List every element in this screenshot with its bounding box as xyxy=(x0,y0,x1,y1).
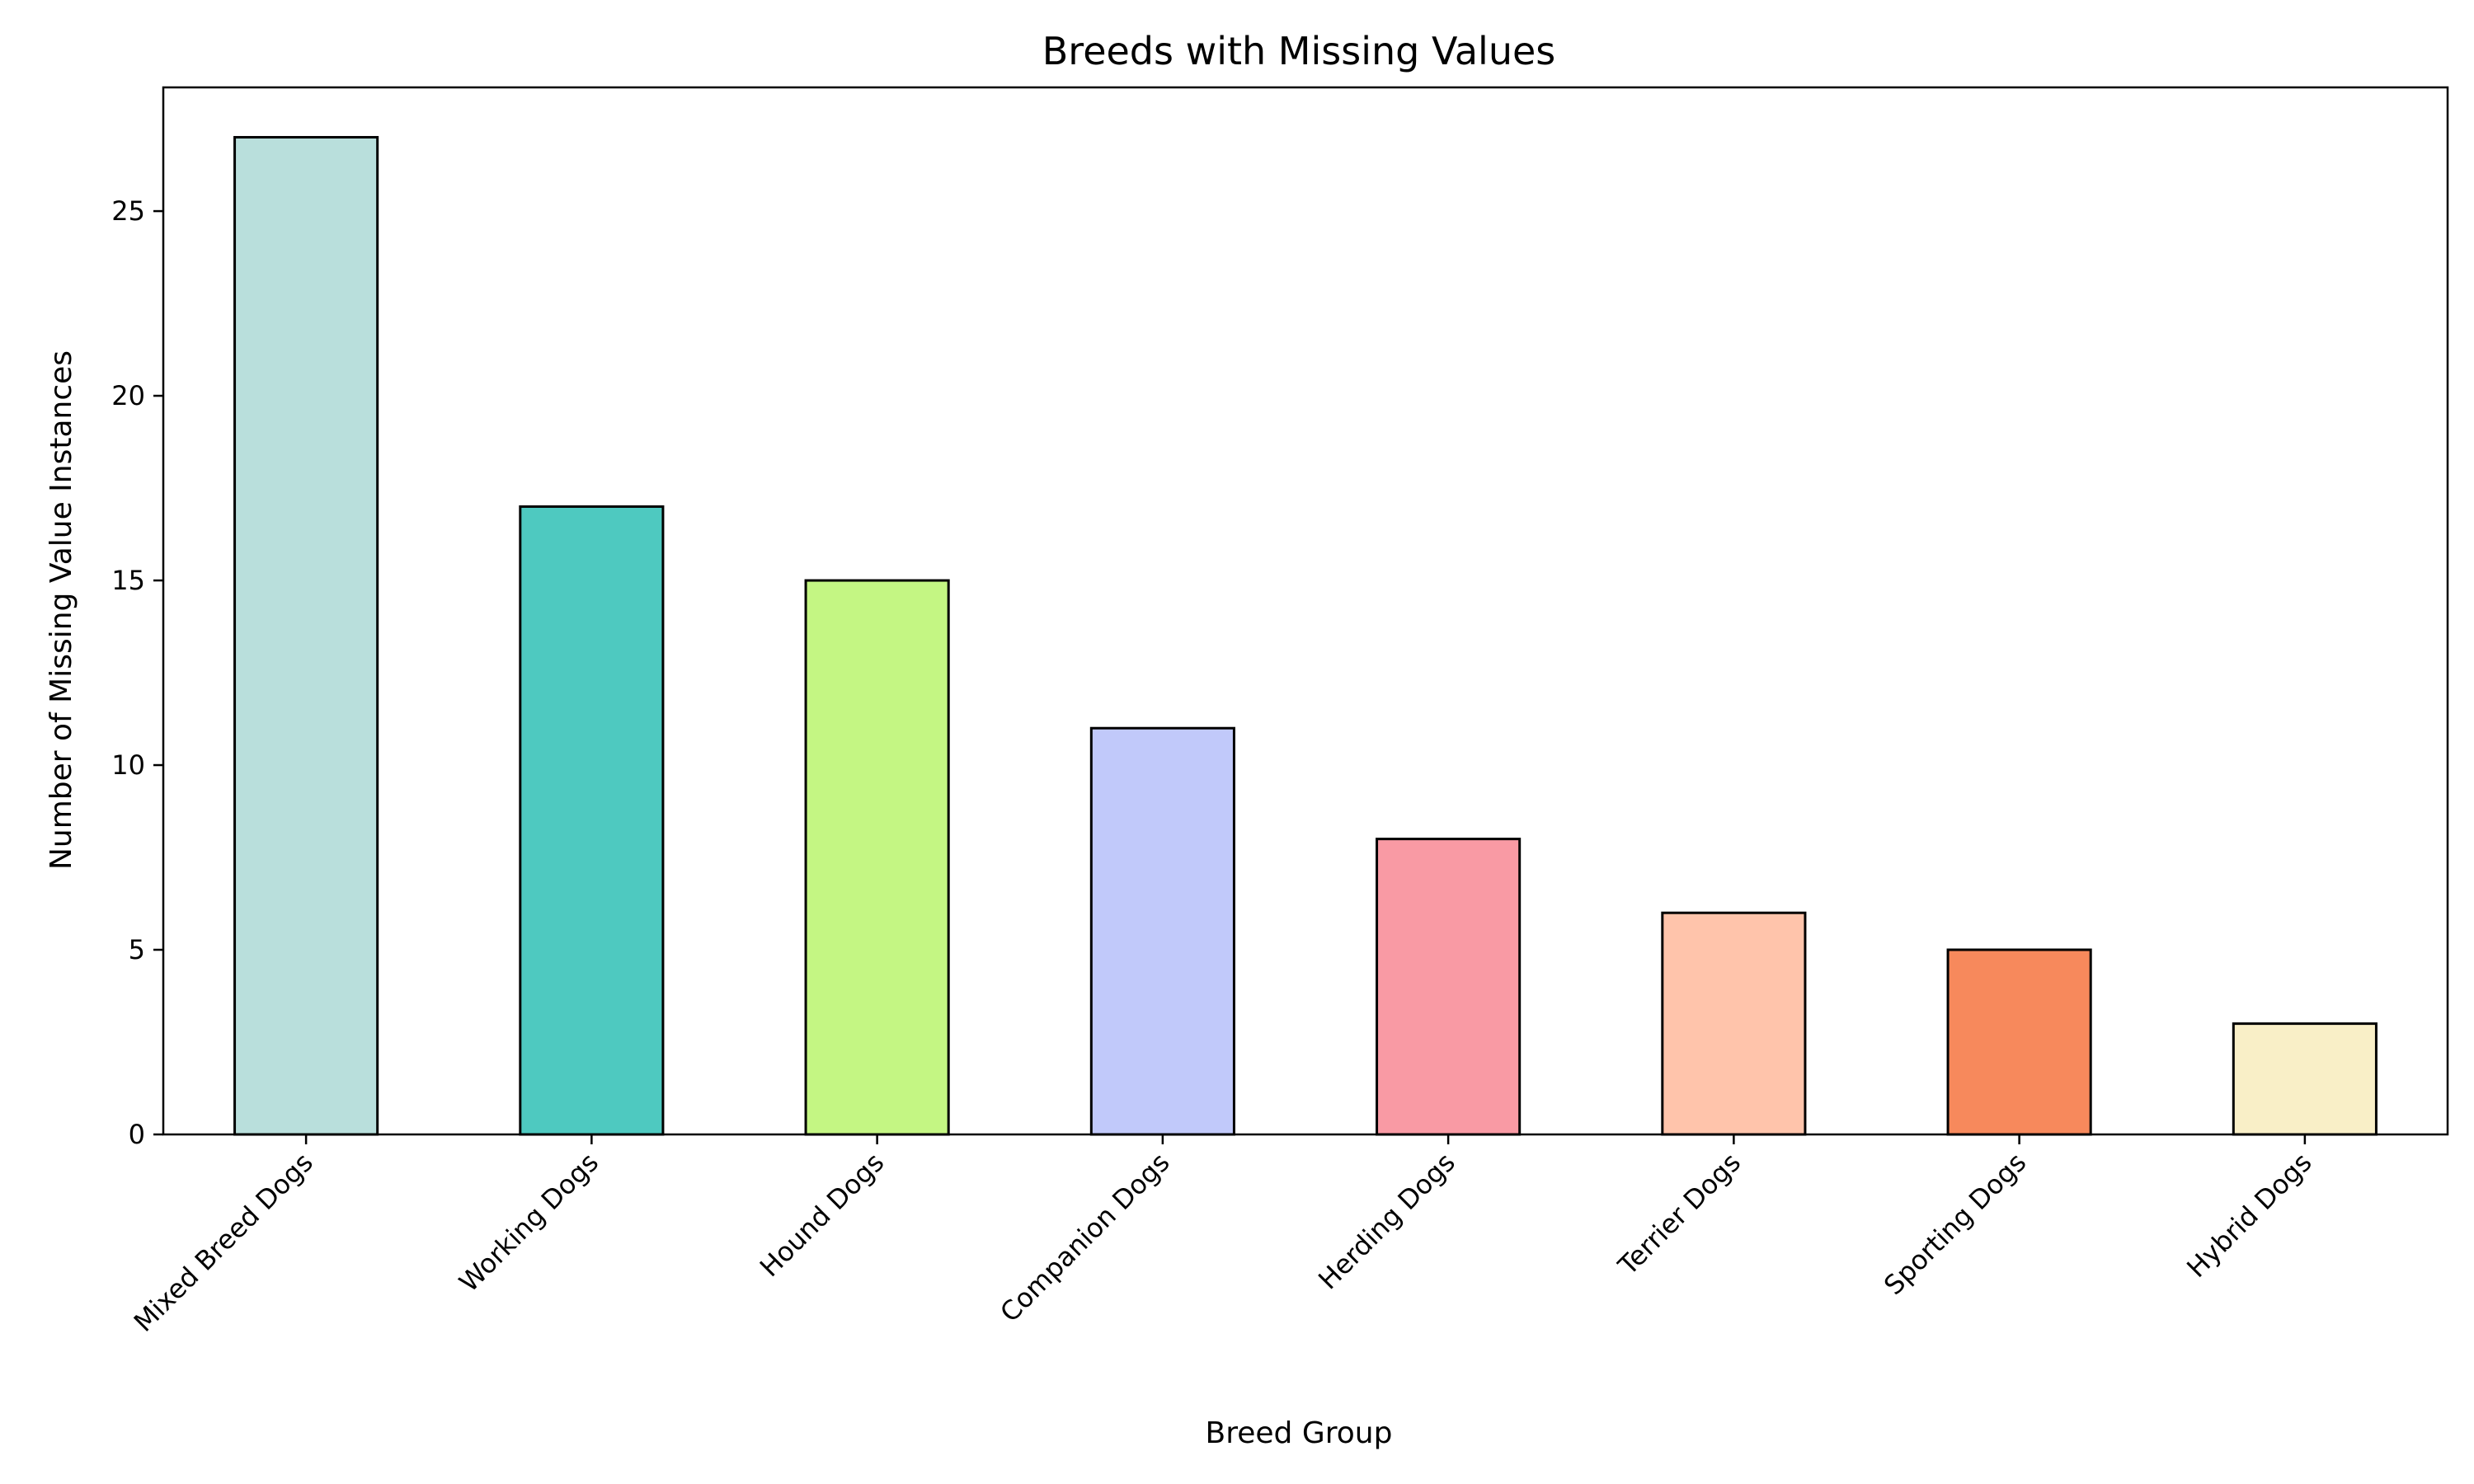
bar-companion-dogs xyxy=(1089,726,1235,1136)
bar-working-dogs xyxy=(519,505,665,1136)
x-tick-label: Hybrid Dogs xyxy=(2180,1147,2317,1284)
y-tick-label: 5 xyxy=(129,934,145,965)
y-tick-label: 10 xyxy=(111,749,145,781)
y-axis-ticks: 0 5 10 15 20 25 xyxy=(111,195,163,1150)
x-tick-label: Herding Dogs xyxy=(1312,1147,1461,1296)
x-tick-label: Hound Dogs xyxy=(754,1147,890,1283)
bar-hound-dogs xyxy=(804,579,950,1136)
bar-herding-dogs xyxy=(1376,838,1522,1136)
x-tick-label: Companion Dogs xyxy=(994,1147,1175,1328)
y-tick-label: 25 xyxy=(111,195,145,227)
y-tick-label: 15 xyxy=(111,565,145,596)
bar-hybrid-dogs xyxy=(2232,1022,2378,1136)
bar-sporting-dogs xyxy=(1946,948,2092,1136)
x-tick-label: Mixed Breed Dogs xyxy=(128,1147,319,1338)
x-tick-label: Working Dogs xyxy=(453,1147,604,1298)
plot-area-frame xyxy=(162,86,2449,1136)
x-tick-label: Sporting Dogs xyxy=(1878,1147,2032,1301)
x-tick-label: Terrier Dogs xyxy=(1611,1147,1747,1282)
y-tick-label: 20 xyxy=(111,380,145,411)
chart-title: Breeds with Missing Values xyxy=(1042,29,1556,73)
x-axis-label: Breed Group xyxy=(1206,1416,1393,1450)
bar-terrier-dogs xyxy=(1661,911,1807,1136)
x-axis-ticks: Mixed Breed Dogs Working Dogs Hound Dogs Co… xyxy=(128,1134,2318,1338)
bars-group xyxy=(233,135,2378,1136)
bar-mixed-breed-dogs xyxy=(233,135,379,1136)
y-axis-label: Number of Missing Value Instances xyxy=(45,350,78,870)
y-tick-label: 0 xyxy=(129,1119,145,1150)
